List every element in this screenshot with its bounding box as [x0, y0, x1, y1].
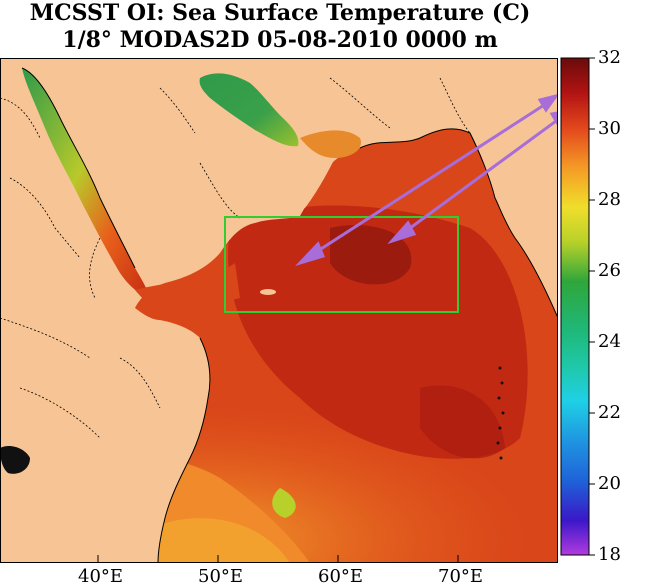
study-area-box	[224, 216, 459, 313]
colorbar-gradient	[560, 57, 590, 556]
colorbar-label-18: 18	[598, 544, 621, 565]
lon-label-50e: 50°E	[198, 566, 244, 587]
gulf-of-aden	[135, 263, 240, 311]
colorbar-label-22: 22	[598, 402, 621, 423]
colorbar	[560, 57, 595, 556]
colorbar-label-30: 30	[598, 118, 621, 139]
country-borders	[0, 77, 471, 439]
annotation-arrows	[295, 93, 558, 267]
lon-label-40e: 40°E	[78, 566, 124, 587]
colorbar-label-28: 28	[598, 189, 621, 210]
map-subtitle: 1/8° MODAS2D 05-08-2010 0000 m	[62, 27, 498, 53]
map-title: MCSST OI: Sea Surface Temperature (C)	[29, 0, 531, 26]
lon-label-70e: 70°E	[438, 566, 484, 587]
sst-map	[0, 58, 558, 563]
colorbar-ticks	[589, 57, 595, 556]
maldives-islands	[496, 366, 505, 460]
socotra-island	[260, 289, 276, 295]
colorbar-label-32: 32	[598, 47, 621, 68]
lon-ticks	[97, 555, 459, 563]
colorbar-label-24: 24	[598, 331, 621, 352]
colorbar-label-20: 20	[598, 473, 621, 494]
coastline	[21, 67, 558, 563]
persian-gulf	[199, 73, 299, 147]
colorbar-label-26: 26	[598, 260, 621, 281]
lon-label-60e: 60°E	[318, 566, 364, 587]
red-sea	[22, 68, 150, 298]
